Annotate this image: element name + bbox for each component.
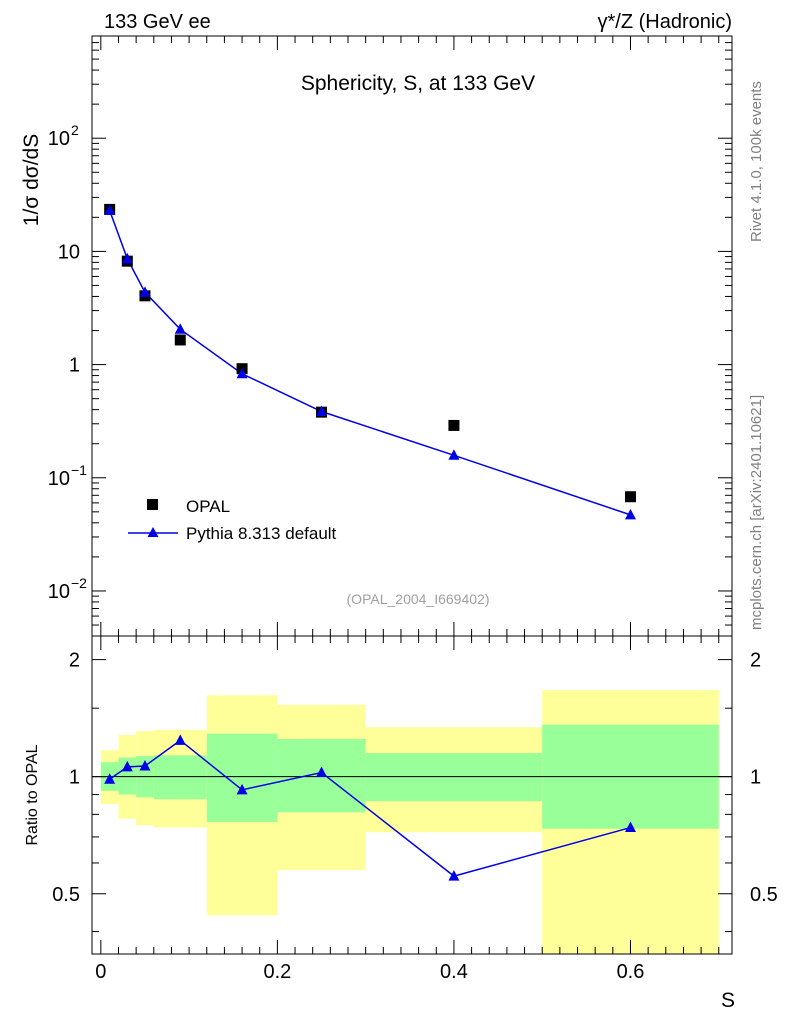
main-y-tick-exponent-4: 2: [71, 122, 79, 138]
ratio-point-2: [139, 760, 151, 771]
ratio-point-3: [174, 734, 186, 745]
pythia-line: [108, 210, 631, 516]
x-tick-label-3: 0.6: [617, 961, 645, 983]
ratio-point-7: [624, 821, 636, 833]
pythia-point-2: [139, 286, 151, 297]
plot-title: Sphericity, S, at 133 GeV: [301, 72, 535, 95]
legend-opal-marker: [147, 499, 158, 510]
main-y-tick-exponent-1: −1: [71, 462, 87, 478]
main-y-tick-label-1: 10: [48, 468, 70, 490]
pythia-point-6: [448, 449, 460, 460]
pythia-point-1: [121, 252, 133, 264]
main-y-tick-exponent-0: −2: [71, 575, 87, 591]
ratio-point-4: [236, 783, 248, 795]
legend: OPAL Pythia 8.313 default: [128, 497, 337, 543]
main-y-axis-label: 1/σ dσ/dS: [20, 134, 43, 226]
ratio-y-tick-label-right-2: 2: [750, 650, 761, 672]
pythia-point-0: [104, 204, 116, 215]
rivet-version-label: Rivet 4.1.0, 100k events: [748, 81, 765, 242]
pythia-point-7: [624, 508, 636, 520]
analysis-tag: (OPAL_2004_I669402): [347, 591, 490, 607]
header-right: γ*/Z (Hadronic): [598, 11, 732, 33]
ratio-y-tick-label-0: 0.5: [52, 884, 80, 906]
main-y-tick-label-0: 10: [48, 581, 70, 603]
ratio-point-0: [104, 773, 116, 784]
pythia-point-4: [236, 367, 248, 379]
x-tick-label-2: 0.4: [440, 961, 468, 983]
x-axis-label: S: [721, 989, 735, 1012]
main-frame: [91, 35, 733, 637]
ratio-y-tick-label-1: 1: [69, 767, 80, 789]
legend-pythia-marker: [147, 527, 159, 537]
ratio-y-tick-label-2: 2: [69, 650, 80, 672]
pythia-point-5: [316, 405, 328, 417]
legend-opal-label: OPAL: [186, 497, 230, 516]
header-left: 133 GeV ee: [104, 11, 211, 33]
ratio-y-tick-label-right-0: 0.5: [750, 884, 778, 906]
ratio-panel: Ratio to OPAL 0.5 0.5 1 1 2 2 0 0.2 0.4 0.6 S: [24, 635, 778, 1012]
pythia-point-3: [174, 323, 186, 334]
main-y-tick-label-3: 10: [58, 241, 80, 263]
opal-point-7: [624, 491, 636, 503]
mcplots-label: mcplots.cern.ch [arXiv:2401.10621]: [748, 395, 765, 630]
legend-pythia-label: Pythia 8.313 default: [186, 524, 337, 543]
x-tick-label-1: 0.2: [263, 961, 291, 983]
main-panel: Sphericity, S, at 133 GeV 1/σ dσ/dS (OPA…: [20, 35, 733, 637]
ratio-frame: [91, 635, 733, 955]
ratio-point-5: [316, 766, 328, 778]
ratio-inner-band-3: [153, 755, 207, 800]
ratio-y-tick-label-right-1: 1: [750, 767, 761, 789]
ratio-y-axis-label: Ratio to OPAL: [24, 744, 41, 845]
main-y-tick-label-2: 1: [69, 355, 80, 377]
ratio-point-1: [121, 760, 133, 772]
opal-point-6: [448, 419, 460, 431]
main-y-tick-label-4: 10: [48, 128, 70, 150]
ratio-inner-band-4: [206, 733, 278, 822]
opal-point-3: [174, 334, 186, 346]
x-tick-label-0: 0: [95, 961, 106, 983]
ratio-point-6: [448, 870, 460, 881]
